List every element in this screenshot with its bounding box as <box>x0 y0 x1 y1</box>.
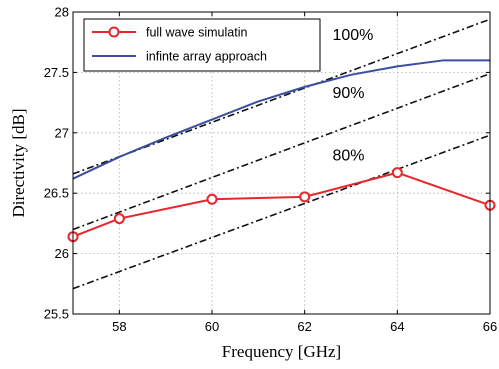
y-tick-label: 28 <box>55 5 69 20</box>
data-point <box>206 193 218 205</box>
series-group <box>67 59 496 243</box>
legend-label-infinite-array: infinte array approach <box>146 50 267 64</box>
x-tick-label: 64 <box>390 319 404 334</box>
series-line <box>72 171 491 238</box>
y-tick-label: 27 <box>55 125 69 140</box>
x-tick-label: 66 <box>483 319 497 334</box>
legend: full wave simulatin infinte array approa… <box>83 18 321 72</box>
x-tick-label: 58 <box>112 319 126 334</box>
ticks: 58 60 62 64 66 25.5 26 26.5 27 27.5 28 <box>44 5 498 335</box>
x-axis-label: Frequency [GHz] <box>222 342 341 361</box>
data-point <box>113 213 125 225</box>
reference-lines <box>72 18 491 290</box>
reference-line <box>72 134 491 290</box>
legend-label-full-wave: full wave simulatin <box>146 26 247 40</box>
x-tick-label: 62 <box>297 319 311 334</box>
y-tick-label: 27.5 <box>44 65 69 80</box>
reference-line <box>72 18 491 175</box>
data-point <box>391 167 403 179</box>
y-tick-label: 26.5 <box>44 186 69 201</box>
annotation: 100% <box>332 27 373 44</box>
series-line <box>72 59 490 180</box>
annotation: 80% <box>332 148 364 165</box>
plot-frame <box>72 11 491 315</box>
legend-marker-full-wave <box>108 26 120 38</box>
reference-line <box>72 72 491 231</box>
y-tick-label: 25.5 <box>44 307 69 322</box>
y-tick-label: 26 <box>55 246 69 261</box>
legend-box <box>83 18 321 72</box>
annotation: 90% <box>332 85 364 102</box>
annotations: 100% 90% 80% <box>332 27 373 165</box>
data-point <box>299 191 311 203</box>
y-axis-label: Directivity [dB] <box>9 108 28 217</box>
x-tick-label: 60 <box>205 319 219 334</box>
